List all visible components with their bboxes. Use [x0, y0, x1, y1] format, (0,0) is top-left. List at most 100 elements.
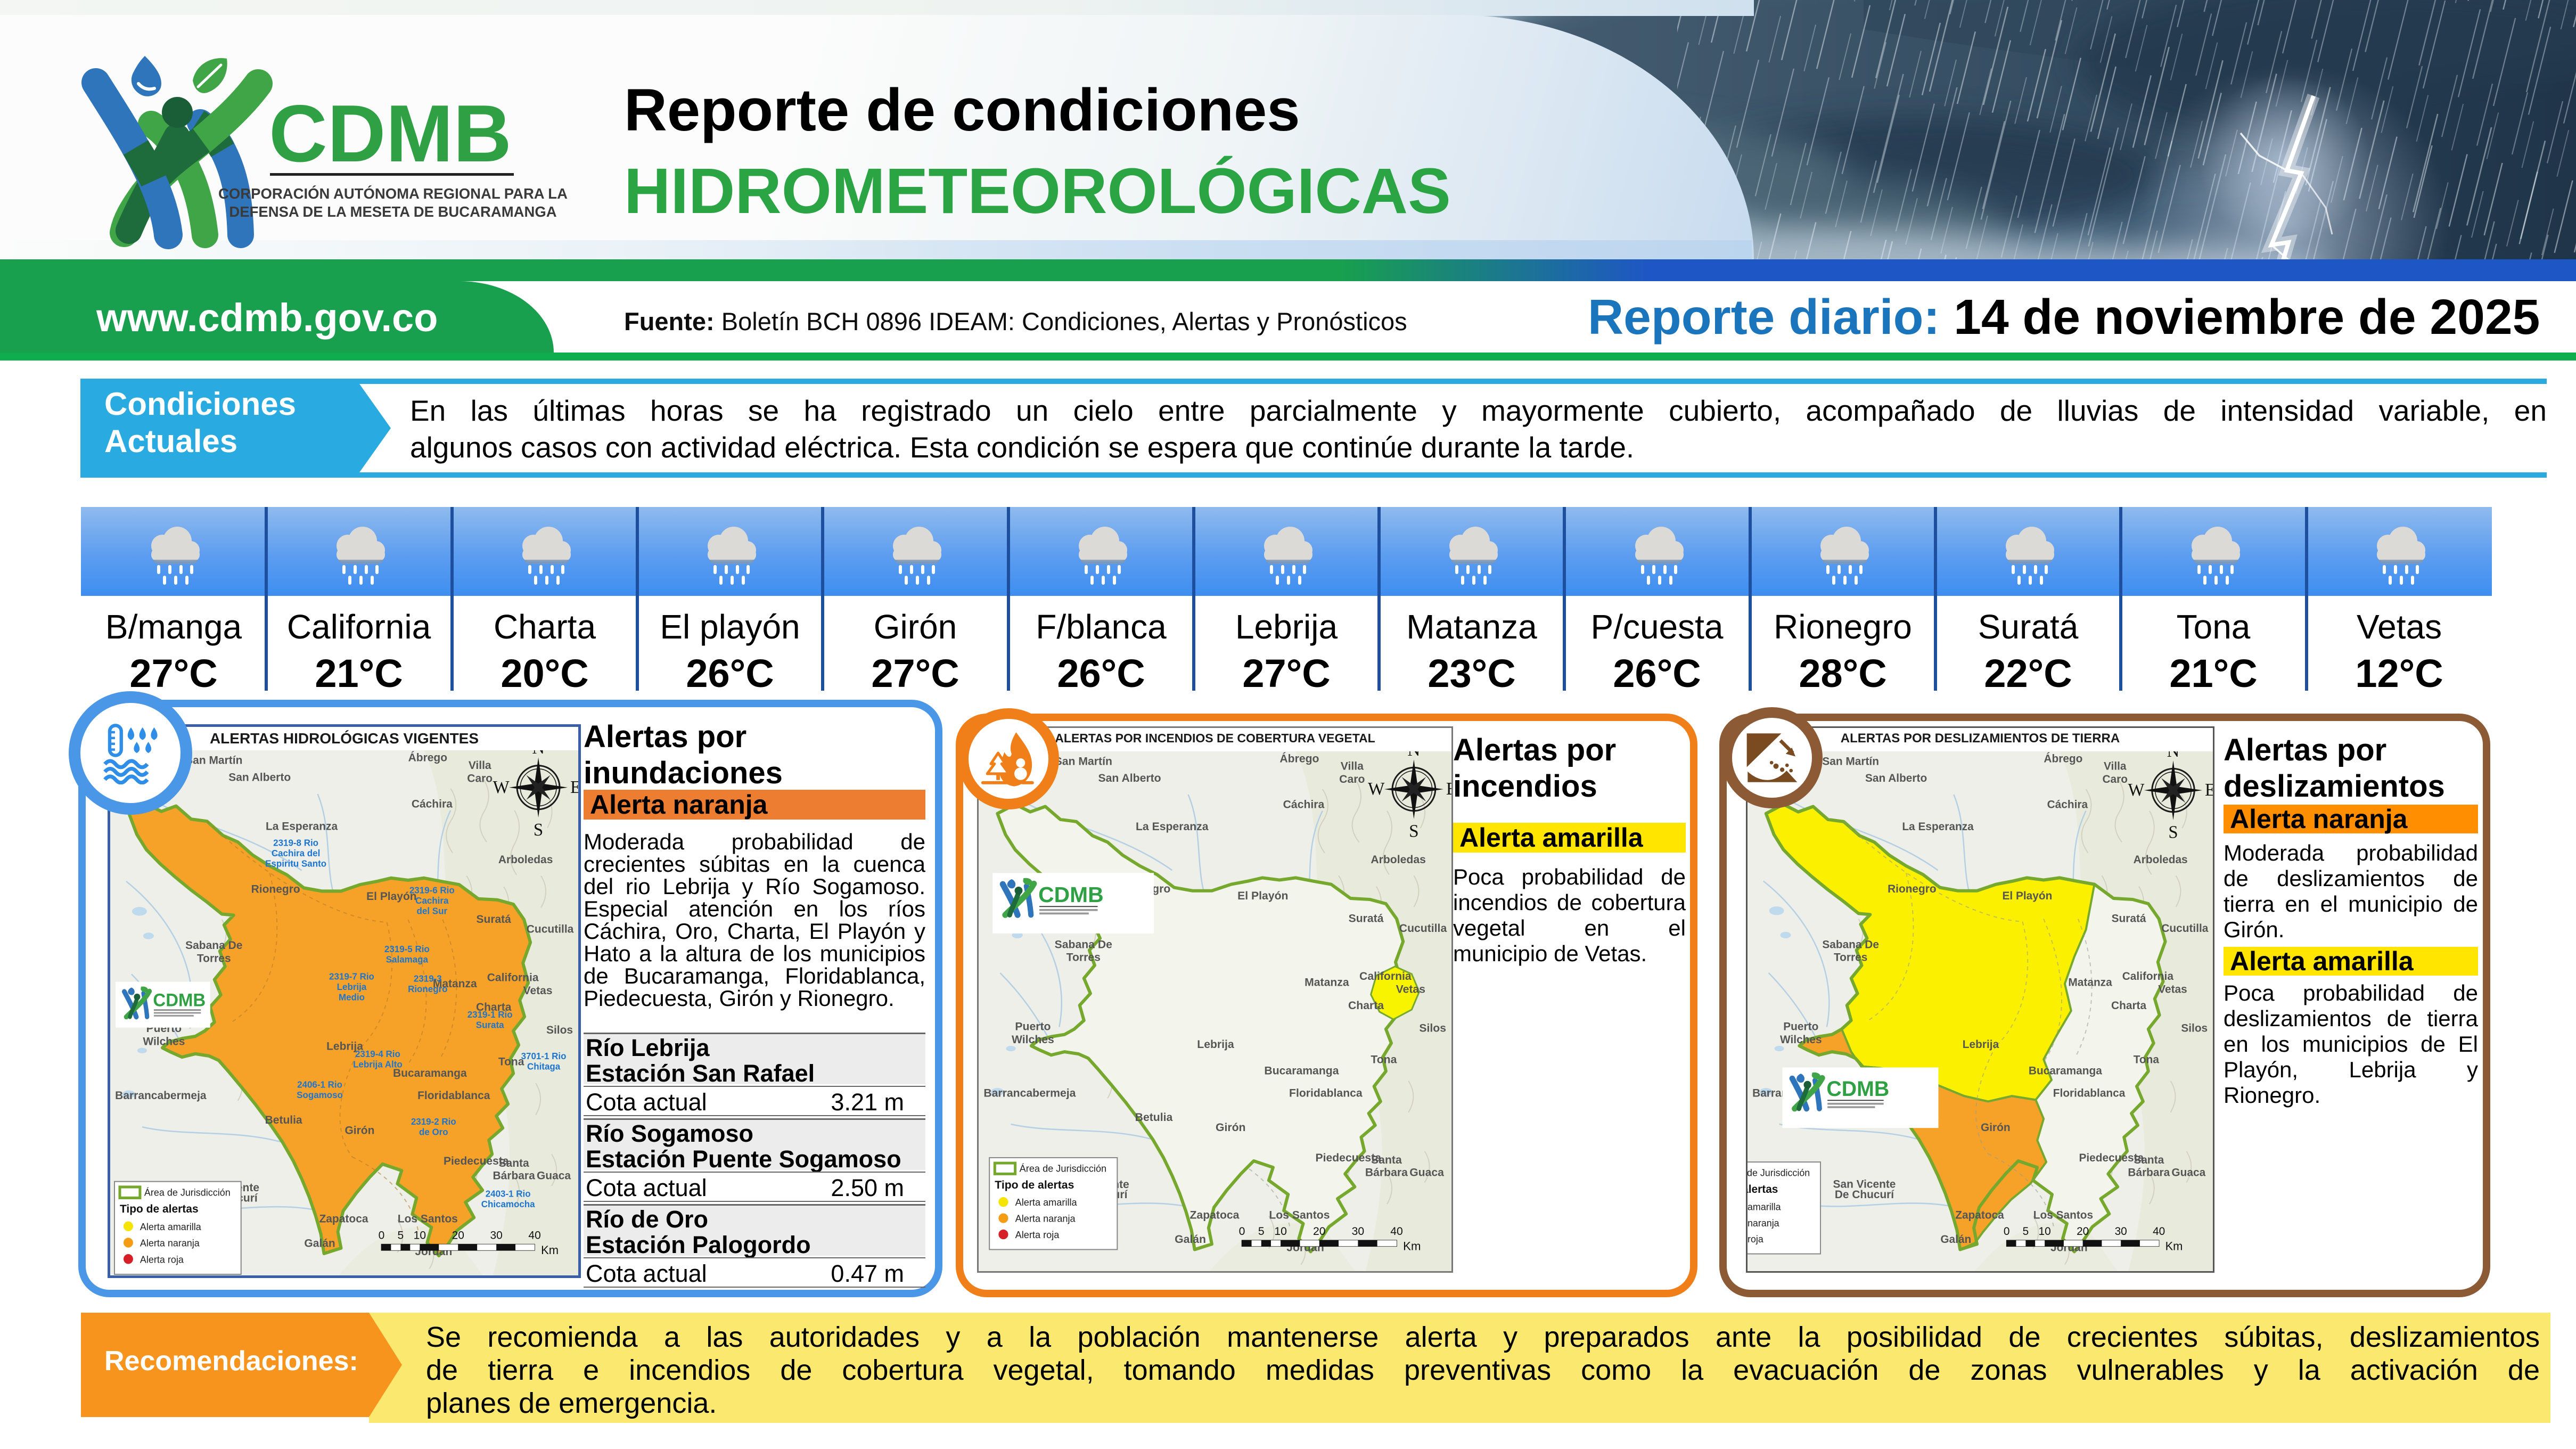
svg-text:Galán: Galán: [1940, 1233, 1971, 1246]
svg-text:10: 10: [1274, 1225, 1287, 1238]
svg-text:10: 10: [2039, 1225, 2051, 1238]
svg-text:30: 30: [2115, 1225, 2127, 1238]
svg-text:Lebrija Alto: Lebrija Alto: [353, 1059, 403, 1069]
svg-text:Galán: Galán: [304, 1237, 335, 1249]
svg-text:Piedecuesta: Piedecuesta: [1315, 1151, 1381, 1164]
svg-text:Betulia: Betulia: [1135, 1111, 1173, 1124]
svg-text:Cachira: Cachira: [415, 895, 449, 906]
svg-text:La Esperanza: La Esperanza: [266, 820, 338, 832]
svg-text:Km: Km: [2165, 1239, 2183, 1252]
svg-text:San Alberto: San Alberto: [228, 771, 291, 783]
svg-text:2319-5 Rio: 2319-5 Rio: [384, 944, 430, 954]
svg-text:Girón: Girón: [1981, 1121, 2011, 1134]
svg-text:Torres: Torres: [1834, 951, 1867, 963]
svg-text:La Esperanza: La Esperanza: [1902, 821, 1974, 833]
svg-text:Santa: Santa: [1371, 1153, 1402, 1166]
svg-text:Bárbara: Bárbara: [1365, 1166, 1408, 1178]
svg-text:Arboledas: Arboledas: [2134, 854, 2188, 866]
svg-text:Guaca: Guaca: [1409, 1166, 1444, 1178]
svg-text:Salamaga: Salamaga: [386, 954, 429, 964]
svg-text:2403-1 Rio: 2403-1 Rio: [486, 1188, 531, 1199]
svg-text:S: S: [534, 820, 543, 840]
svg-text:3701-1 Rio: 3701-1 Rio: [521, 1051, 567, 1061]
svg-text:Puerto: Puerto: [1015, 1020, 1051, 1033]
svg-text:San Martín: San Martín: [185, 754, 242, 766]
svg-text:Vetas: Vetas: [2158, 983, 2187, 995]
svg-text:Tipo de alertas: Tipo de alertas: [120, 1202, 199, 1215]
svg-text:40: 40: [1390, 1225, 1403, 1238]
svg-text:Sabana De: Sabana De: [185, 939, 242, 952]
svg-text:Arboledas: Arboledas: [1371, 853, 1426, 866]
svg-text:Alerta amarilla: Alerta amarilla: [1748, 1201, 1782, 1212]
svg-text:Charta: Charta: [1348, 999, 1384, 1012]
svg-text:W: W: [1368, 779, 1385, 799]
svg-text:Suratá: Suratá: [2112, 912, 2146, 924]
svg-text:del Sur: del Sur: [417, 905, 448, 916]
svg-text:CDMB: CDMB: [269, 88, 512, 179]
svg-text:30: 30: [1352, 1225, 1365, 1238]
svg-text:Tipo de alertas: Tipo de alertas: [1748, 1183, 1778, 1196]
svg-text:Ábrego: Ábrego: [1279, 751, 1319, 765]
svg-text:W: W: [2128, 780, 2145, 800]
svg-text:Cáchira: Cáchira: [1283, 798, 1325, 811]
svg-text:Zapatoca: Zapatoca: [1955, 1209, 2004, 1221]
svg-text:Tona: Tona: [498, 1055, 524, 1068]
svg-text:2319-4 Rio: 2319-4 Rio: [355, 1049, 400, 1059]
svg-text:Ábrego: Ábrego: [408, 750, 447, 764]
svg-text:Alerta roja: Alerta roja: [1748, 1234, 1764, 1245]
svg-text:E: E: [570, 777, 578, 797]
svg-text:Silos: Silos: [2181, 1022, 2208, 1034]
svg-text:Barrancabermeja: Barrancabermeja: [983, 1086, 1076, 1099]
svg-text:2319-8 Rio: 2319-8 Rio: [273, 837, 318, 848]
svg-text:20: 20: [1313, 1225, 1326, 1238]
svg-text:Medio: Medio: [339, 992, 365, 1002]
svg-text:Cucutilla: Cucutilla: [1399, 922, 1447, 935]
svg-text:Tona: Tona: [1371, 1053, 1397, 1066]
svg-text:Torres: Torres: [197, 952, 231, 964]
svg-text:Km: Km: [541, 1243, 559, 1257]
svg-text:Bárbara: Bárbara: [2128, 1166, 2170, 1178]
svg-text:Alerta amarilla: Alerta amarilla: [1015, 1197, 1078, 1208]
svg-text:Cucutilla: Cucutilla: [2161, 922, 2208, 935]
svg-text:2319-6 Rio: 2319-6 Rio: [409, 885, 455, 895]
svg-text:El Playón: El Playón: [1237, 889, 1288, 902]
svg-text:Alerta roja: Alerta roja: [140, 1254, 184, 1265]
svg-text:2319-1 Rio: 2319-1 Rio: [467, 1009, 513, 1020]
svg-text:Charta: Charta: [476, 1001, 512, 1013]
svg-text:Alerta amarilla: Alerta amarilla: [140, 1222, 202, 1232]
svg-text:40: 40: [528, 1229, 540, 1241]
svg-text:Wilches: Wilches: [143, 1035, 185, 1047]
svg-text:N: N: [2167, 751, 2180, 761]
svg-text:Barrancabermeja: Barrancabermeja: [115, 1089, 207, 1102]
svg-text:Caro: Caro: [2103, 773, 2128, 785]
svg-text:Guaca: Guaca: [537, 1169, 571, 1182]
svg-text:Sabana De: Sabana De: [1055, 938, 1112, 951]
svg-text:Chitaga: Chitaga: [527, 1061, 561, 1071]
svg-text:20: 20: [2077, 1225, 2089, 1238]
svg-text:Wilches: Wilches: [1780, 1034, 1822, 1046]
svg-text:San Alberto: San Alberto: [1865, 772, 1927, 784]
svg-text:California: California: [2122, 970, 2173, 983]
svg-text:Rionegro: Rionegro: [408, 984, 447, 994]
svg-text:San Alberto: San Alberto: [1098, 772, 1161, 784]
svg-text:Silos: Silos: [546, 1024, 573, 1036]
svg-text:Matanza: Matanza: [433, 977, 477, 990]
svg-text:Silos: Silos: [1419, 1022, 1446, 1035]
svg-text:Surata: Surata: [476, 1019, 504, 1030]
svg-text:2319-2 Rio: 2319-2 Rio: [411, 1116, 456, 1127]
svg-text:5: 5: [2023, 1225, 2029, 1238]
svg-text:de Oro: de Oro: [419, 1126, 448, 1137]
svg-text:Wilches: Wilches: [1012, 1033, 1054, 1046]
svg-text:5: 5: [398, 1229, 404, 1241]
svg-text:Los Santos: Los Santos: [1269, 1209, 1330, 1222]
svg-text:Suratá: Suratá: [477, 913, 511, 926]
svg-text:Espiritu Santo: Espiritu Santo: [265, 858, 326, 869]
svg-text:Área de Jurisdicción: Área de Jurisdicción: [1748, 1167, 1810, 1178]
svg-text:Floridablanca: Floridablanca: [417, 1089, 490, 1102]
svg-text:Torres: Torres: [1067, 951, 1101, 964]
svg-text:Lebrija: Lebrija: [1963, 1038, 1999, 1051]
svg-text:Cachira del: Cachira del: [272, 848, 320, 858]
svg-text:Piedecuesta: Piedecuesta: [2079, 1152, 2144, 1164]
svg-text:Girón: Girón: [1216, 1121, 1245, 1134]
svg-text:Vetas: Vetas: [1396, 983, 1425, 995]
